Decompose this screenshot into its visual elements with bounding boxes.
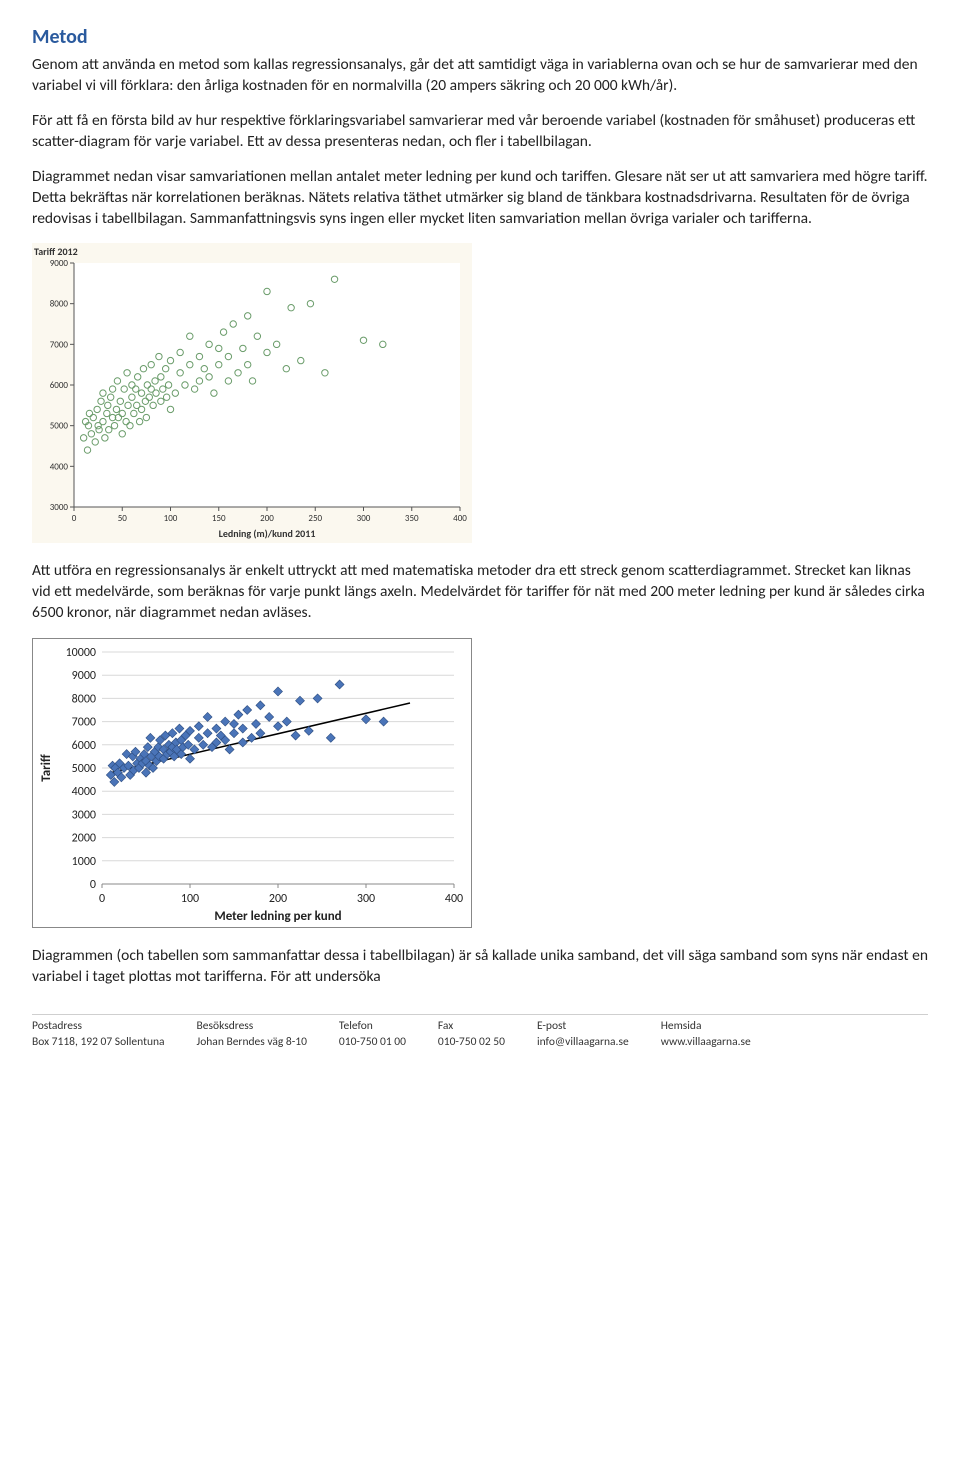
footer-column: E-postinfo@villaagarna.se [537,1019,629,1050]
svg-text:200: 200 [269,892,287,906]
footer-column: Telefon010-750 01 00 [339,1019,406,1050]
footer-line: Johan Berndes väg 8-10 [197,1035,307,1051]
section-heading: Metod [32,24,928,51]
footer-header: E-post [537,1019,629,1035]
svg-text:300: 300 [357,892,375,906]
svg-text:Meter ledning per kund: Meter ledning per kund [214,909,341,924]
paragraph-4: Att utföra en regressionsanalys är enkel… [32,561,928,624]
svg-text:7000: 7000 [72,716,96,730]
svg-text:50: 50 [118,513,128,524]
svg-text:3000: 3000 [72,809,96,823]
paragraph-5: Diagrammen (och tabellen som sammanfatta… [32,946,928,988]
footer-line: www.villaagarna.se [661,1035,751,1051]
paragraph-3: Diagrammet nedan visar samvariationen me… [32,167,928,230]
svg-text:6000: 6000 [50,380,69,391]
footer-line: Box 7118, 192 07 Sollentuna [32,1035,165,1051]
footer-line: info@villaagarna.se [537,1035,629,1051]
scatter-chart-2: 0100020003000400050006000700080009000100… [32,638,928,928]
footer-column: Hemsidawww.villaagarna.se [661,1019,751,1050]
svg-text:3000: 3000 [50,502,69,513]
svg-text:10000: 10000 [66,646,96,660]
footer-header: Telefon [339,1019,406,1035]
svg-text:Tariff: Tariff [39,754,54,782]
svg-text:8000: 8000 [72,693,96,707]
svg-text:Tariff 2012: Tariff 2012 [34,245,78,258]
svg-text:5000: 5000 [72,762,96,776]
footer-column: Fax010-750 02 50 [438,1019,505,1050]
paragraph-1: Genom att använda en metod som kallas re… [32,55,928,97]
footer-header: Fax [438,1019,505,1035]
svg-text:1000: 1000 [72,855,96,869]
svg-text:300: 300 [357,513,371,524]
svg-text:6000: 6000 [72,739,96,753]
svg-text:100: 100 [164,513,178,524]
footer-line: 010-750 02 50 [438,1035,505,1051]
svg-text:7000: 7000 [50,340,69,351]
svg-text:4000: 4000 [72,785,96,799]
svg-text:8000: 8000 [50,299,69,310]
svg-text:2000: 2000 [72,832,96,846]
svg-text:400: 400 [445,892,463,906]
page-footer: PostadressBox 7118, 192 07 Sollentuna Bes… [32,1014,928,1050]
svg-text:250: 250 [308,513,322,524]
footer-header: Hemsida [661,1019,751,1035]
footer-column: PostadressBox 7118, 192 07 Sollentuna [32,1019,165,1050]
footer-column: BesöksdressJohan Berndes väg 8-10 [197,1019,307,1050]
svg-text:100: 100 [181,892,199,906]
svg-text:0: 0 [99,892,105,906]
svg-text:4000: 4000 [50,462,69,473]
svg-text:200: 200 [260,513,274,524]
paragraph-2: För att få en första bild av hur respekt… [32,111,928,153]
svg-text:0: 0 [90,878,96,892]
svg-text:9000: 9000 [50,258,69,269]
svg-text:150: 150 [212,513,226,524]
svg-text:350: 350 [405,513,419,524]
footer-header: Postadress [32,1019,165,1035]
svg-text:0: 0 [72,513,77,524]
svg-text:400: 400 [453,513,467,524]
scatter-chart-1: 0 50 100 150 200 250 300 350 400 3000 4000 5000 6000… [32,243,928,543]
footer-header: Besöksdress [197,1019,307,1035]
svg-text:5000: 5000 [50,421,69,432]
svg-text:9000: 9000 [72,669,96,683]
svg-text:Ledning (m)/kund 2011: Ledning (m)/kund 2011 [219,527,316,540]
footer-line: 010-750 01 00 [339,1035,406,1051]
